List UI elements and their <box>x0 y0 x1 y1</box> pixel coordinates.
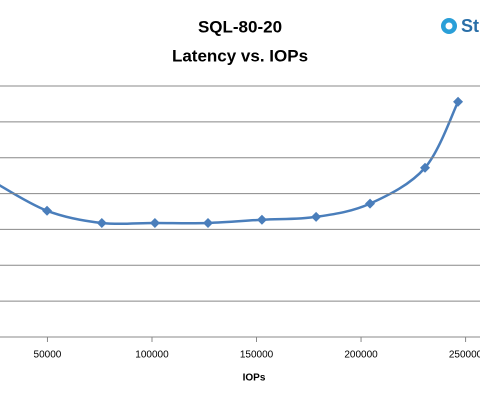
logo-icon-inner <box>445 22 453 30</box>
x-tick-label: 50000 <box>34 350 62 361</box>
data-point <box>420 162 431 173</box>
x-tick-label: 150000 <box>240 350 274 361</box>
data-point <box>365 198 376 209</box>
chart-title: SQL-80-20 <box>198 17 282 36</box>
x-tick-label: 100000 <box>135 350 169 361</box>
data-point <box>203 217 214 228</box>
data-point <box>42 205 53 216</box>
series-line <box>0 101 460 226</box>
data-point <box>96 217 107 228</box>
data-point <box>149 217 160 228</box>
x-tick-label: 200000 <box>344 350 378 361</box>
plot-area <box>0 96 464 228</box>
chart-subtitle: Latency vs. IOPs <box>172 46 308 65</box>
data-point <box>311 211 322 222</box>
x-tick-label: 250000 <box>449 350 480 361</box>
data-point <box>256 214 267 225</box>
logo-text: St <box>461 16 479 36</box>
data-point <box>453 96 464 107</box>
logo: St <box>441 16 479 36</box>
x-axis-label: IOPs <box>243 373 266 384</box>
